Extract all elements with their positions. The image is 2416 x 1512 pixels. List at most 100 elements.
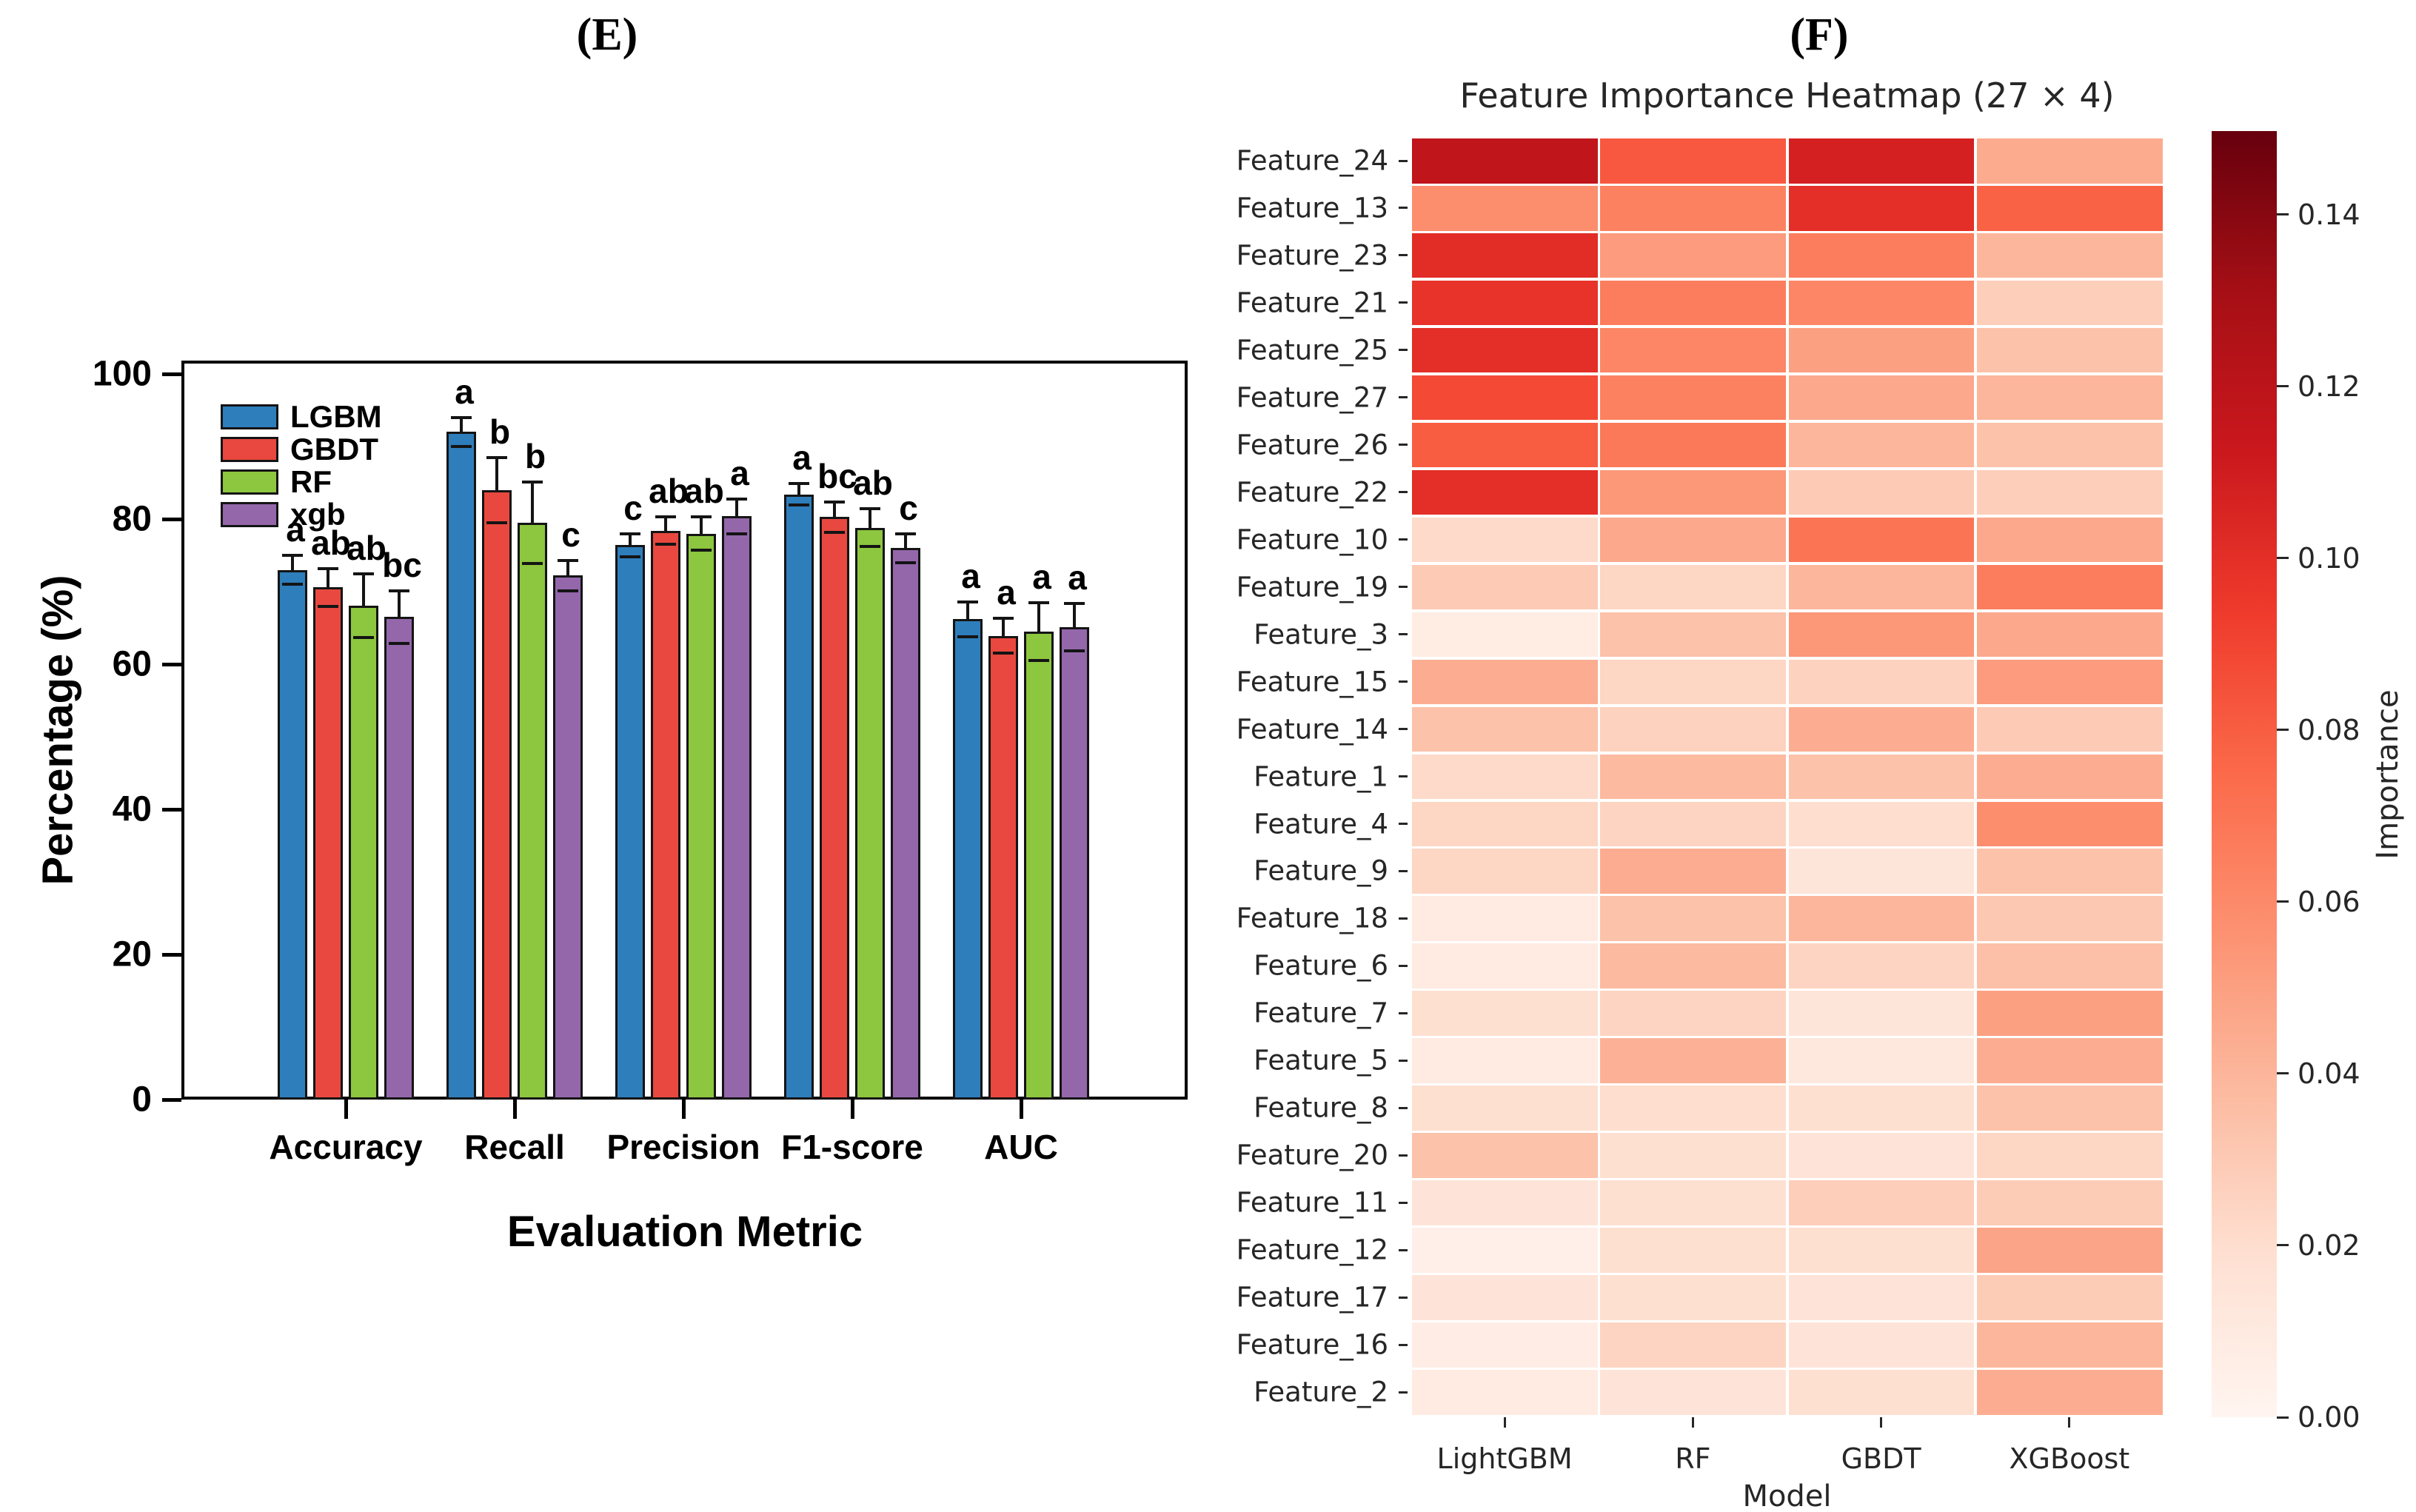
sig-letter: ab xyxy=(649,472,689,511)
legend-swatch-lgbm xyxy=(221,404,278,429)
sig-letter: a xyxy=(455,372,474,411)
errorbar-cap-top xyxy=(691,515,712,519)
panel-label-e: (E) xyxy=(576,10,638,60)
heatmap-cell-feature_22-lightgbm xyxy=(1411,468,1599,517)
heatmap-row-tick xyxy=(1399,1106,1408,1109)
errorbar-line xyxy=(291,555,294,570)
sig-letter: ab xyxy=(684,472,724,511)
errorbar-cap-bottom xyxy=(522,561,543,565)
heatmap-cell-feature_10-lightgbm xyxy=(1411,515,1599,564)
heatmap-col-tick xyxy=(1880,1417,1883,1428)
errorbar-cap-bottom xyxy=(895,561,916,564)
heatmap-cell-feature_9-xgboost xyxy=(1975,847,2164,895)
errorbar-line xyxy=(1002,618,1005,636)
x-tick-label-precision: Precision xyxy=(606,1128,760,1166)
x-tick-label-f1-score: F1-score xyxy=(781,1128,923,1166)
heatmap-cell-feature_2-lightgbm xyxy=(1411,1368,1599,1416)
errorbar-cap-top xyxy=(655,515,676,519)
bar-rf-precision xyxy=(686,533,716,1100)
heatmap-row-label-feature_25: Feature_25 xyxy=(1236,334,1388,367)
heatmap-cell-feature_8-gbdt xyxy=(1787,1084,1976,1132)
heatmap-cell-feature_14-lightgbm xyxy=(1411,705,1599,754)
heatmap-cell-feature_11-gbdt xyxy=(1787,1179,1976,1227)
heatmap-row-tick xyxy=(1399,775,1408,777)
errorbar-cap-bottom xyxy=(789,504,809,507)
errorbar-line xyxy=(735,498,738,517)
colorbar-tick-label: 0.02 xyxy=(2298,1228,2360,1262)
heatmap-cell-feature_25-xgboost xyxy=(1975,326,2164,375)
errorbar-cap-bottom xyxy=(957,635,978,638)
heatmap-col-tick xyxy=(1691,1417,1694,1428)
heatmap-cell-feature_6-gbdt xyxy=(1787,942,1976,990)
x-tick-label-accuracy: Accuracy xyxy=(269,1128,423,1166)
errorbar-cap-top xyxy=(620,532,640,535)
heatmap-cell-feature_7-rf xyxy=(1599,989,1788,1037)
x-tick-label-recall: Recall xyxy=(464,1128,565,1166)
sig-letter: a xyxy=(730,453,749,492)
errorbar-cap-top xyxy=(993,617,1014,620)
bar-xgb-precision xyxy=(722,516,752,1100)
heatmap-cell-feature_17-rf xyxy=(1599,1274,1788,1322)
heatmap-cell-feature_5-lightgbm xyxy=(1411,1037,1599,1085)
bar-rf-accuracy xyxy=(349,605,378,1100)
heatmap-cell-feature_14-rf xyxy=(1599,705,1788,754)
heatmap-cell-feature_17-xgboost xyxy=(1975,1274,2164,1322)
colorbar-tick-label: 0.14 xyxy=(2298,198,2360,231)
heatmap-row-label-feature_3: Feature_3 xyxy=(1254,618,1388,651)
x-tick xyxy=(512,1100,517,1119)
heatmap-row-tick xyxy=(1399,1391,1408,1394)
errorbar-line xyxy=(1073,603,1076,627)
bar-gbdt-auc xyxy=(988,635,1018,1100)
legend-label-rf: RF xyxy=(290,464,332,499)
x-tick xyxy=(681,1100,686,1119)
heatmap-cell-feature_18-rf xyxy=(1599,894,1788,943)
heatmap-cell-feature_3-xgboost xyxy=(1975,610,2164,659)
errorbar-line xyxy=(833,501,836,518)
heatmap-cell-feature_20-lightgbm xyxy=(1411,1131,1599,1180)
heatmap-row-tick xyxy=(1399,917,1408,920)
heatmap-cell-feature_20-xgboost xyxy=(1975,1131,2164,1180)
heatmap-cell-feature_3-gbdt xyxy=(1787,610,1976,659)
colorbar-tick xyxy=(2277,385,2289,388)
heatmap-cell-feature_1-lightgbm xyxy=(1411,752,1599,800)
heatmap-cell-feature_2-rf xyxy=(1599,1368,1788,1416)
heatmap-row-tick xyxy=(1399,728,1408,730)
heatmap-row-label-feature_15: Feature_15 xyxy=(1236,666,1388,698)
heatmap-cell-feature_16-rf xyxy=(1599,1321,1788,1369)
errorbar-line xyxy=(1037,602,1040,632)
sig-letter: a xyxy=(961,556,980,595)
heatmap-cell-feature_15-rf xyxy=(1599,658,1788,706)
heatmap-col-label-gbdt: GBDT xyxy=(1841,1442,1921,1475)
heatmap-row-label-feature_14: Feature_14 xyxy=(1236,713,1388,745)
bar-rf-recall xyxy=(518,522,547,1100)
heatmap-cell-feature_9-gbdt xyxy=(1787,847,1976,895)
y-tick-label: 40 xyxy=(112,789,152,829)
heatmap-cell-feature_26-xgboost xyxy=(1975,421,2164,469)
colorbar-tick xyxy=(2277,900,2289,903)
errorbar-cap-bottom xyxy=(282,583,303,586)
x-tick xyxy=(1019,1100,1023,1119)
heatmap-cell-feature_11-xgboost xyxy=(1975,1179,2164,1227)
bar-gbdt-f1-score xyxy=(820,517,849,1100)
heatmap-cell-feature_17-gbdt xyxy=(1787,1274,1976,1322)
heatmap-cell-feature_16-xgboost xyxy=(1975,1321,2164,1369)
sig-letter: a xyxy=(1032,557,1051,596)
heatmap-row-label-feature_5: Feature_5 xyxy=(1254,1044,1388,1077)
errorbar-cap-top xyxy=(558,558,578,562)
heatmap-cell-feature_27-rf xyxy=(1599,373,1788,422)
heatmap-cell-feature_13-gbdt xyxy=(1787,184,1976,233)
heatmap-row-tick xyxy=(1399,1248,1408,1251)
heatmap-cell-feature_1-gbdt xyxy=(1787,752,1976,800)
heatmap-row-label-feature_9: Feature_9 xyxy=(1254,854,1388,887)
errorbar-line xyxy=(904,533,907,549)
errorbar-cap-bottom xyxy=(726,532,747,535)
heatmap-row-label-feature_22: Feature_22 xyxy=(1236,476,1388,509)
heatmap-cell-feature_8-rf xyxy=(1599,1084,1788,1132)
heatmap-cell-feature_4-xgboost xyxy=(1975,800,2164,848)
heatmap-row-tick xyxy=(1399,1296,1408,1299)
heatmap-cell-feature_10-rf xyxy=(1599,515,1788,564)
heatmap-cell-feature_23-lightgbm xyxy=(1411,231,1599,280)
heatmap-row-label-feature_19: Feature_19 xyxy=(1236,571,1388,603)
errorbar-line xyxy=(327,568,329,588)
